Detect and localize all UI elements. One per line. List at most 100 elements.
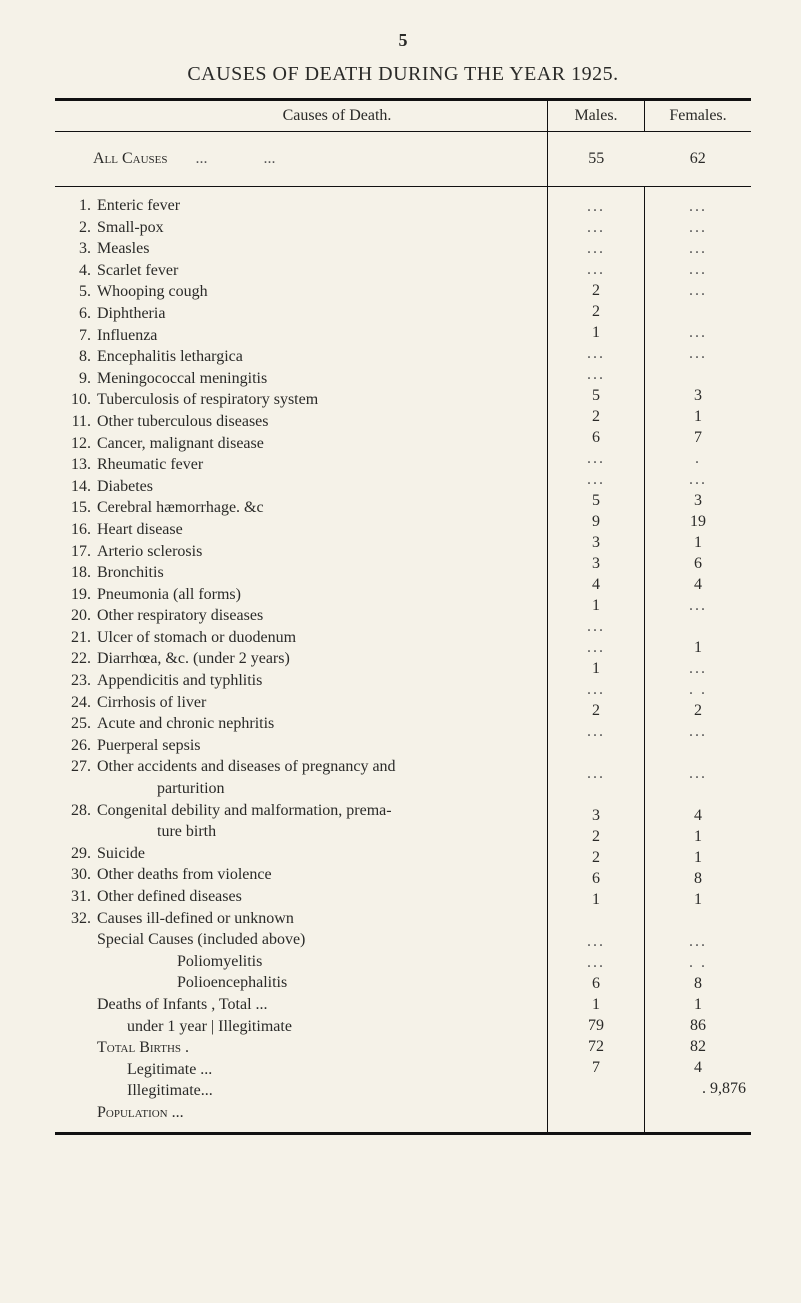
row-number: 21. <box>57 627 97 649</box>
value-cell: 2 <box>549 406 643 427</box>
table-row: 28.Congenital debility and malformation,… <box>57 800 541 822</box>
row-number: 24. <box>57 692 97 714</box>
row-label: Arterio sclerosis <box>97 541 541 563</box>
population-row: Population ... <box>57 1102 541 1124</box>
value-cell: ... <box>549 616 643 637</box>
table-row: 32.Causes ill-defined or unknown <box>57 908 541 930</box>
value-cell: ... <box>646 343 750 364</box>
value-cell: 3 <box>646 490 750 511</box>
table-row: 29.Suicide <box>57 843 541 865</box>
row-label: Other defined diseases <box>97 886 541 908</box>
row-number: 28. <box>57 800 97 822</box>
value-cell: 3 <box>549 553 643 574</box>
row-number: 14. <box>57 476 97 498</box>
body-males: ............221......526......593341....… <box>548 187 645 1134</box>
value-cell: ... <box>549 259 643 280</box>
row-label: Tuberculosis of respiratory system <box>97 389 541 411</box>
value-cell: ... <box>646 217 750 238</box>
row-number: 10. <box>57 389 97 411</box>
value-cell: 19 <box>646 511 750 532</box>
value-cell: 86 <box>646 1015 750 1036</box>
table-row: 26.Puerperal sepsis <box>57 735 541 757</box>
table-row: Poliomyelitis <box>57 951 541 973</box>
row-label: Heart disease <box>97 519 541 541</box>
row-label: Illegitimate... <box>97 1080 541 1102</box>
row-label: Acute and chronic nephritis <box>97 713 541 735</box>
table-row: Illegitimate... <box>57 1080 541 1102</box>
value-cell <box>646 784 750 805</box>
value-cell <box>646 910 750 931</box>
row-number: 12. <box>57 433 97 455</box>
row-label: parturition <box>97 778 541 800</box>
value-cell: ... <box>646 259 750 280</box>
row-label: Pneumonia (all forms) <box>97 584 541 606</box>
total-births-label: Total Births . <box>97 1037 541 1059</box>
all-causes-label: All Causes <box>63 150 168 167</box>
col-causes: Causes of Death. <box>55 100 548 132</box>
table-row: 8.Encephalitis lethargica <box>57 346 541 368</box>
table-row: 25.Acute and chronic nephritis <box>57 713 541 735</box>
page-title: CAUSES OF DEATH DURING THE YEAR 1925. <box>55 63 751 86</box>
value-cell: 6 <box>549 868 643 889</box>
value-cell: ... <box>646 322 750 343</box>
row-label: Other deaths from violence <box>97 864 541 886</box>
table-row: Deaths of Infants , Total ... <box>57 994 541 1016</box>
row-number: 27. <box>57 756 97 778</box>
value-cell: 1 <box>549 658 643 679</box>
value-cell: 7 <box>646 427 750 448</box>
row-number: 20. <box>57 605 97 627</box>
value-cell: ... <box>646 658 750 679</box>
row-number: 22. <box>57 648 97 670</box>
row-number: 15. <box>57 497 97 519</box>
value-cell <box>549 910 643 931</box>
all-causes-males: 55 <box>548 132 645 187</box>
row-label: Whooping cough <box>97 281 541 303</box>
row-label: Other accidents and diseases of pregnanc… <box>97 756 541 778</box>
value-cell: 2 <box>549 700 643 721</box>
table-row: 31.Other defined diseases <box>57 886 541 908</box>
value-cell: 6 <box>549 973 643 994</box>
value-cell: 3 <box>646 385 750 406</box>
value-cell: 4 <box>646 1057 750 1078</box>
value-cell: ... <box>646 196 750 217</box>
row-number: 2. <box>57 217 97 239</box>
value-cell: ... <box>549 364 643 385</box>
table-row: 22.Diarrhœa, &c. (under 2 years) <box>57 648 541 670</box>
value-cell: 1 <box>646 406 750 427</box>
row-number: 18. <box>57 562 97 584</box>
total-births-row: Total Births . <box>57 1037 541 1059</box>
row-label: Encephalitis lethargica <box>97 346 541 368</box>
table-row: 24.Cirrhosis of liver <box>57 692 541 714</box>
value-cell: ... <box>549 763 643 784</box>
value-cell: 7 <box>549 1057 643 1078</box>
row-number: 6. <box>57 303 97 325</box>
value-cell: 1 <box>646 532 750 553</box>
table-row: Special Causes (included above) <box>57 929 541 951</box>
page: 5 CAUSES OF DEATH DURING THE YEAR 1925. … <box>0 0 801 1303</box>
table-row: 1.Enteric fever <box>57 195 541 217</box>
value-cell: 79 <box>549 1015 643 1036</box>
value-cell: 1 <box>549 322 643 343</box>
table-row: 12.Cancer, malignant disease <box>57 433 541 455</box>
row-label: Scarlet fever <box>97 260 541 282</box>
row-number: 4. <box>57 260 97 282</box>
row-number: 8. <box>57 346 97 368</box>
row-label: Cancer, malignant disease <box>97 433 541 455</box>
table-row: 10.Tuberculosis of respiratory system <box>57 389 541 411</box>
col-females: Females. <box>645 100 752 132</box>
value-cell <box>646 301 750 322</box>
table-row: 2.Small-pox <box>57 217 541 239</box>
table-row: 14.Diabetes <box>57 476 541 498</box>
value-cell: . . <box>646 679 750 700</box>
row-label: Enteric fever <box>97 195 541 217</box>
row-number: 29. <box>57 843 97 865</box>
table-row: 5.Whooping cough <box>57 281 541 303</box>
row-number: 26. <box>57 735 97 757</box>
row-label: Congenital debility and malformation, pr… <box>97 800 541 822</box>
table-row: 3.Measles <box>57 238 541 260</box>
population-value: . 9,876 <box>646 1078 750 1099</box>
value-cell: 1 <box>646 637 750 658</box>
row-number: 5. <box>57 281 97 303</box>
value-cell: 1 <box>549 595 643 616</box>
row-number: 7. <box>57 325 97 347</box>
